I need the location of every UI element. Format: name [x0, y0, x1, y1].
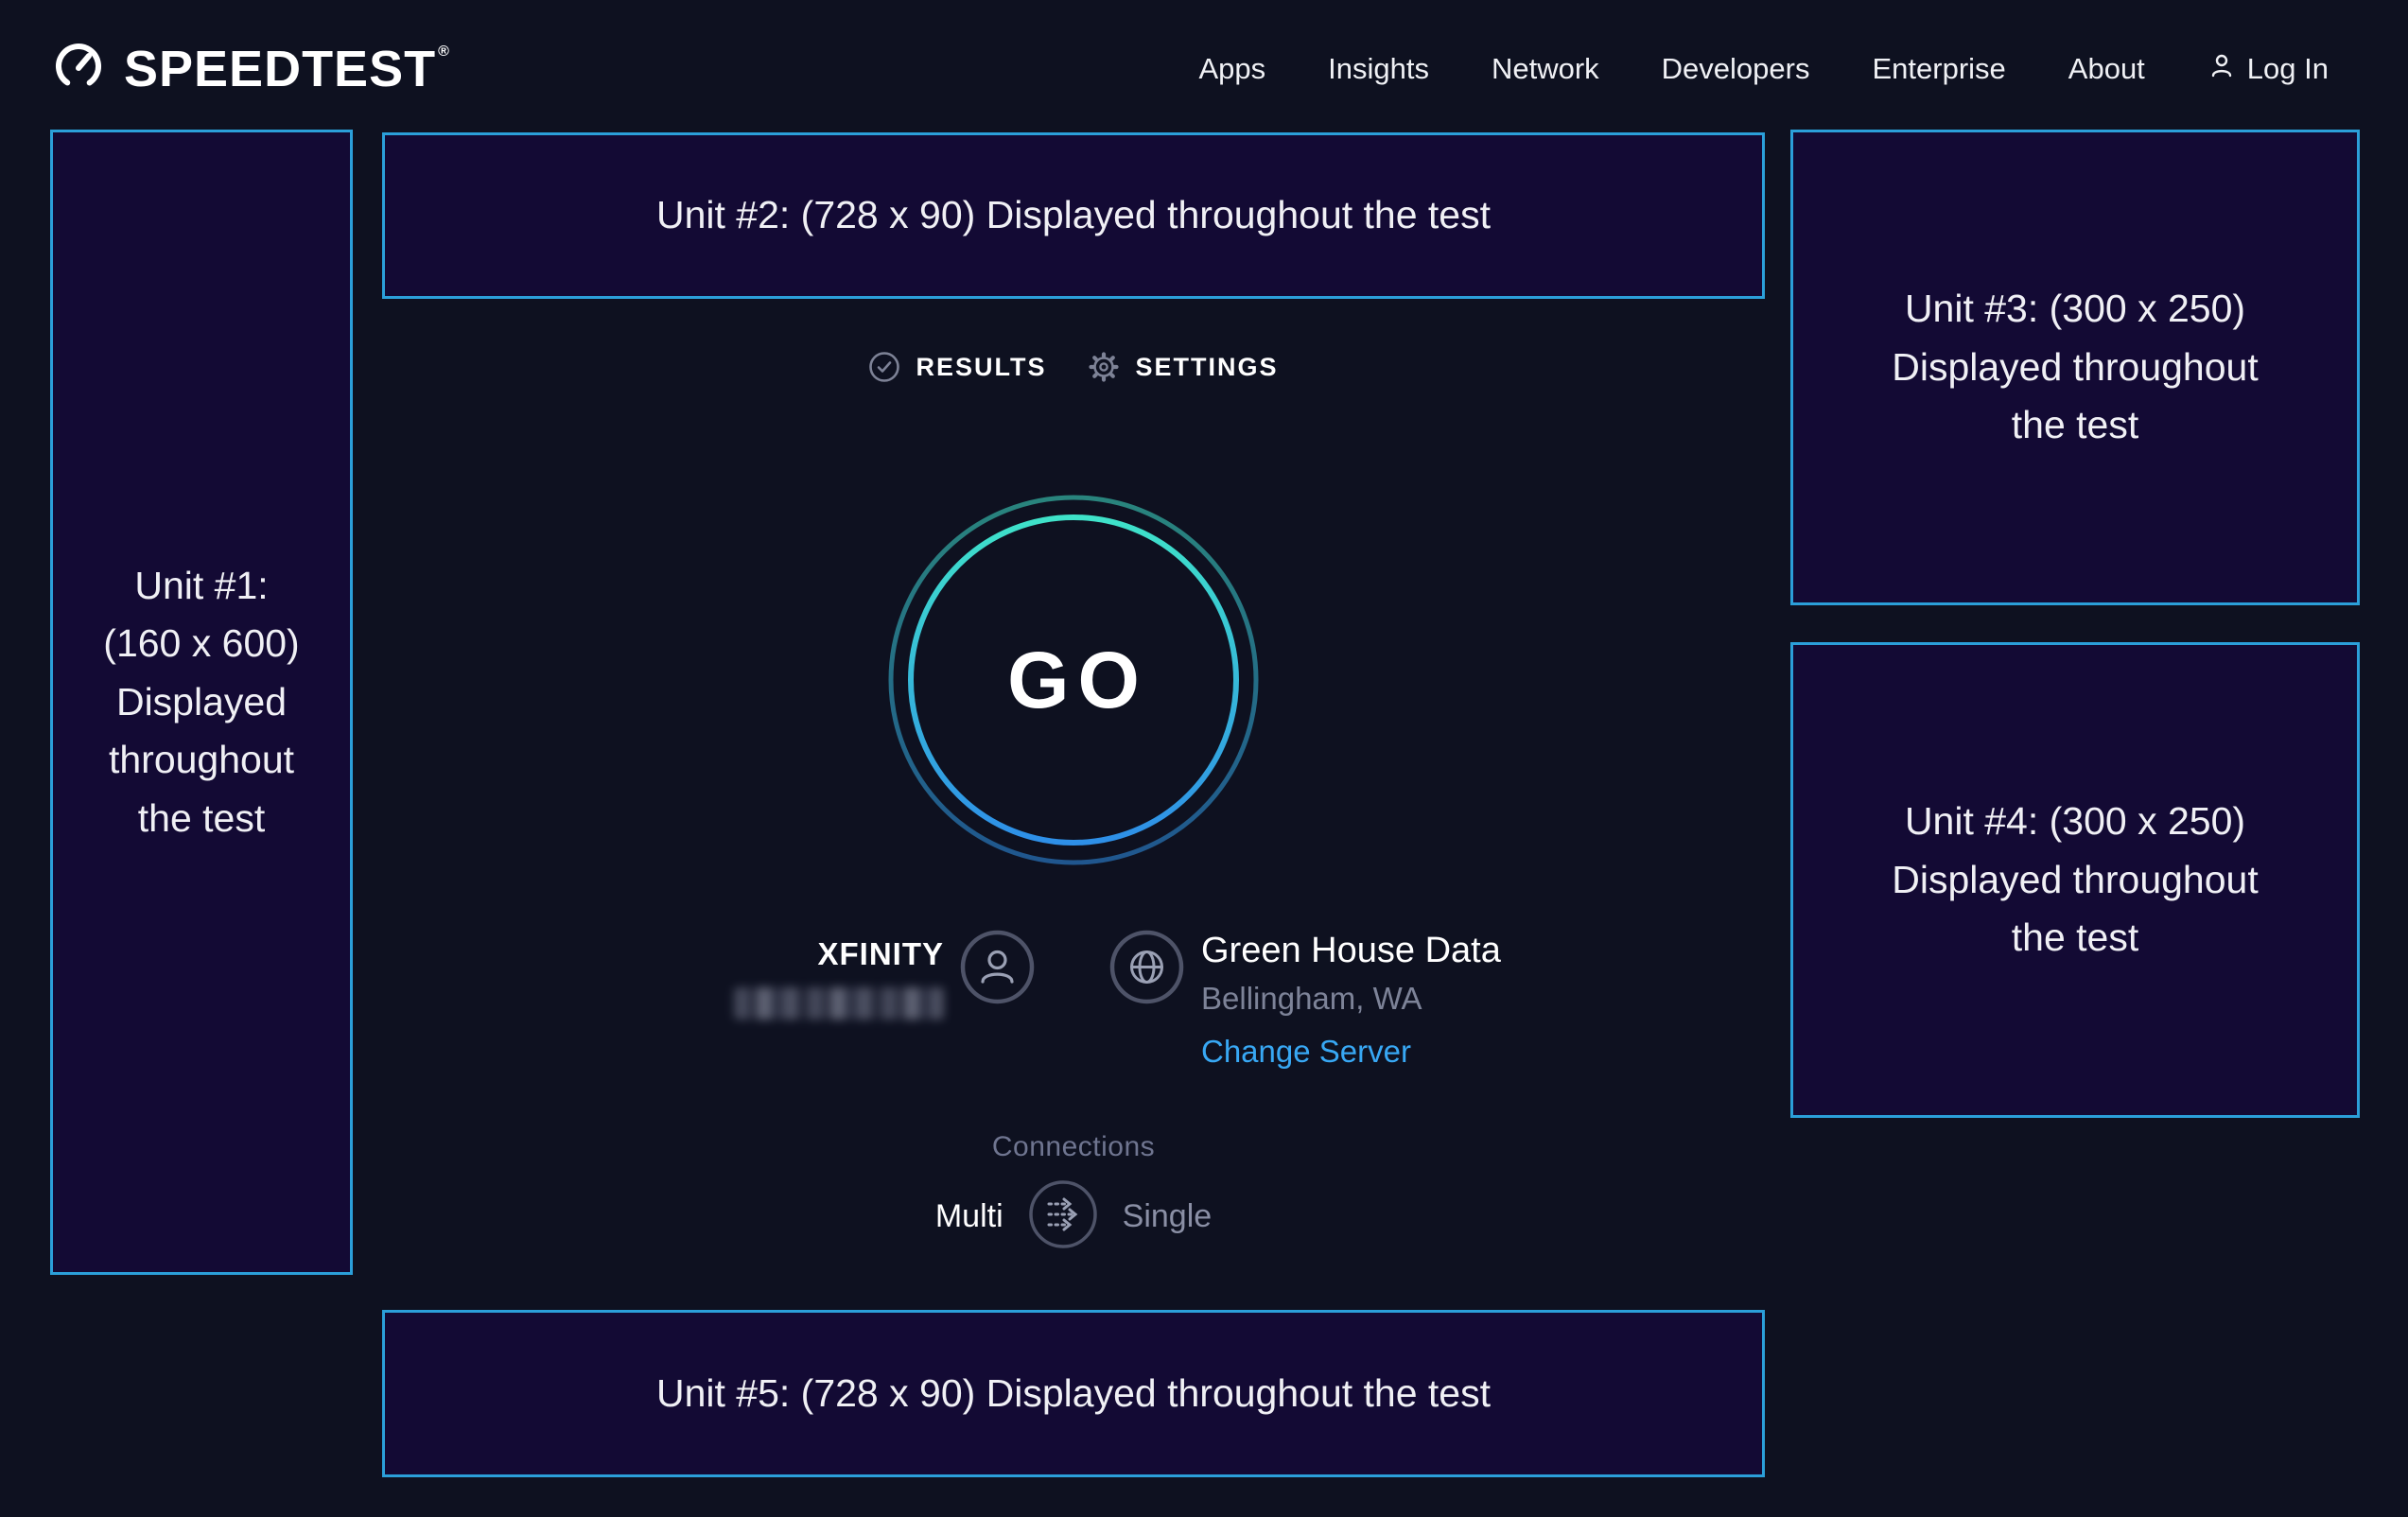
server-globe-icon	[1109, 930, 1184, 1009]
server-info-row: XFINITY Green House Data Bellingham, WA …	[382, 927, 1765, 1107]
header: SPEEDTEST ® Apps Insights Network Develo…	[0, 0, 2408, 137]
tab-settings-label: SETTINGS	[1135, 352, 1279, 381]
ad-unit-2-text: Unit #2: (728 x 90) Displayed throughout…	[655, 193, 1492, 237]
tab-results-label: RESULTS	[916, 352, 1047, 381]
ad-unit-2[interactable]: Unit #2: (728 x 90) Displayed throughout…	[382, 132, 1765, 299]
logo-text: SPEEDTEST ®	[124, 40, 450, 97]
go-button-label: GO	[1007, 635, 1148, 724]
nav-enterprise[interactable]: Enterprise	[1872, 51, 2006, 85]
ad-unit-3[interactable]: Unit #3: (300 x 250) Displayed throughou…	[1790, 130, 2360, 605]
check-circle-icon	[868, 351, 900, 383]
connections-single-option[interactable]: Single	[1122, 1197, 1213, 1234]
isp-person-icon	[960, 930, 1035, 1009]
nav-apps[interactable]: Apps	[1198, 51, 1266, 85]
nav-about[interactable]: About	[2068, 51, 2145, 85]
ad-unit-3-text: Unit #3: (300 x 250) Displayed throughou…	[1892, 287, 2259, 447]
gear-icon	[1087, 350, 1121, 384]
ad-unit-4[interactable]: Unit #4: (300 x 250) Displayed throughou…	[1790, 642, 2360, 1118]
tabs-bar: RESULTS SETTINGS	[382, 342, 1765, 392]
logo-trademark: ®	[438, 43, 450, 60]
isp-name: XFINITY	[817, 936, 944, 971]
isp-ip-redacted	[734, 987, 944, 1020]
connections-multi-option[interactable]: Multi	[934, 1197, 1003, 1234]
ad-unit-5[interactable]: Unit #5: (728 x 90) Displayed throughout…	[382, 1310, 1765, 1477]
ad-unit-5-text: Unit #5: (728 x 90) Displayed throughout…	[655, 1370, 1492, 1415]
ad-unit-4-text: Unit #4: (300 x 250) Displayed throughou…	[1892, 799, 2259, 960]
login-label: Log In	[2246, 51, 2329, 85]
ad-unit-1-text: Unit #1: (160 x 600) Displayed throughou…	[103, 563, 300, 840]
connections-toggle-row: Multi Single	[382, 1178, 1765, 1254]
tab-results[interactable]: RESULTS	[868, 351, 1046, 383]
change-server-link[interactable]: Change Server	[1201, 1034, 1411, 1069]
ad-unit-1[interactable]: Unit #1: (160 x 600) Displayed throughou…	[50, 130, 353, 1275]
connections-label: Connections	[991, 1131, 1156, 1162]
login-button[interactable]: Log In	[2207, 51, 2329, 87]
main-nav: Apps Insights Network Developers Enterpr…	[1198, 51, 2329, 87]
server-name: Green House Data	[1201, 931, 1501, 970]
server-location: Bellingham, WA	[1201, 981, 1422, 1016]
connections-toggle-icon[interactable]	[1028, 1179, 1098, 1254]
nav-insights[interactable]: Insights	[1328, 51, 1429, 85]
gauge-icon	[52, 40, 105, 97]
go-button[interactable]: GO	[886, 493, 1261, 867]
nav-network[interactable]: Network	[1491, 51, 1599, 85]
server-details: Green House Data Bellingham, WA Change S…	[1201, 929, 1501, 1071]
tab-settings[interactable]: SETTINGS	[1087, 350, 1279, 384]
user-icon	[2207, 51, 2236, 87]
go-rings-icon	[888, 495, 1259, 865]
speedtest-logo[interactable]: SPEEDTEST ®	[52, 40, 450, 98]
nav-developers[interactable]: Developers	[1661, 51, 1810, 85]
